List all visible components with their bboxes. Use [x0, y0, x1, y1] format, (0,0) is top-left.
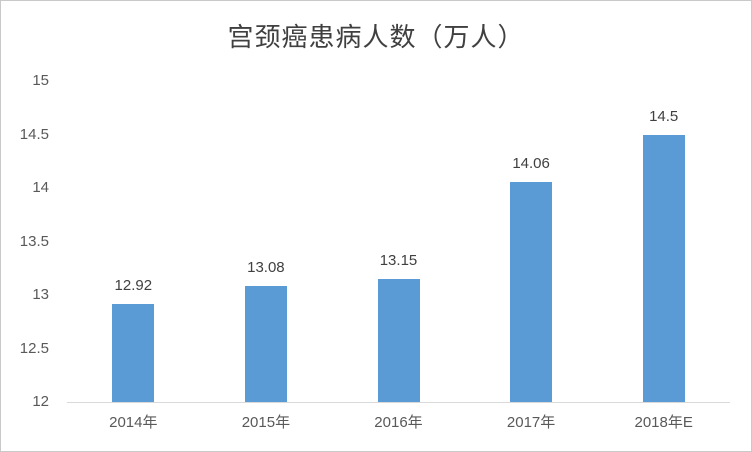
bar — [112, 303, 155, 402]
bar-data-label: 14.06 — [512, 154, 550, 172]
chart-title: 宫颈癌患病人数（万人） — [227, 23, 525, 52]
bar-data-label: 12.92 — [114, 276, 153, 294]
x-tick-label: 2016年 — [374, 414, 423, 431]
x-tick-label: 2015年 — [241, 414, 291, 431]
plot-area: 12.92 13.08 13.15 14.06 14.5 — [67, 81, 730, 402]
bar-data-label: 14.5 — [649, 107, 679, 125]
bar-data-label: 13.15 — [379, 251, 418, 269]
y-tick-label: 12.5 — [19, 339, 49, 357]
x-tick-label: 2017年 — [506, 414, 556, 431]
x-tick-label: 2018年E — [634, 414, 693, 431]
y-tick-label: 12 — [32, 393, 49, 410]
y-tick-label: 15 — [32, 72, 49, 89]
bar — [510, 181, 553, 402]
bar — [642, 134, 685, 402]
x-axis-line — [67, 402, 730, 403]
y-tick-label: 14 — [32, 179, 49, 196]
bar-data-label: 13.08 — [247, 259, 285, 277]
y-tick-label: 14.5 — [19, 125, 49, 143]
bar — [244, 286, 287, 402]
y-tick-label: 13.5 — [19, 232, 49, 250]
x-tick-label: 2014年 — [109, 414, 158, 431]
bar — [377, 278, 420, 402]
y-tick-label: 13 — [32, 286, 49, 303]
